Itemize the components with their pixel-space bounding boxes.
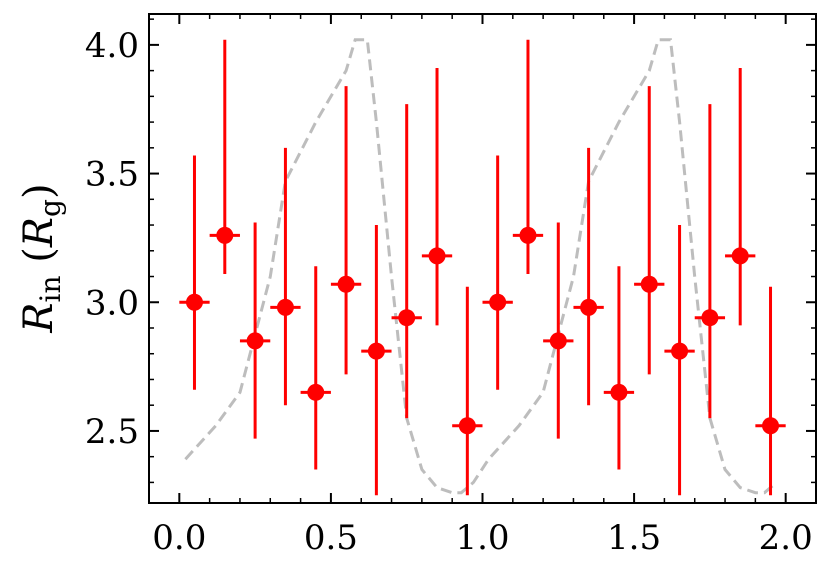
data-point — [367, 342, 385, 360]
data-point — [276, 298, 294, 316]
plot-frame — [148, 13, 817, 504]
model-curve-layer — [184, 38, 778, 495]
ticks — [148, 14, 817, 503]
data-point — [307, 383, 325, 401]
data-point — [185, 293, 203, 311]
tick-labels: 0.0 0.5 1.0 1.5 2.0 2.5 3.0 3.5 4.0 — [85, 26, 813, 558]
data-point — [549, 332, 567, 350]
data-point — [246, 332, 264, 350]
y-axis-label: Rin (Rg) — [16, 183, 67, 333]
data-point — [489, 293, 507, 311]
data-point — [458, 417, 476, 435]
x-tick-label: 0.5 — [304, 518, 358, 558]
x-tick-label: 0.0 — [152, 518, 206, 558]
data-point — [731, 247, 749, 265]
y-tick-label: 2.5 — [85, 412, 139, 452]
y-tick-label: 3.0 — [85, 283, 139, 323]
x-tick-label: 1.0 — [455, 518, 509, 558]
data-point — [580, 298, 598, 316]
x-tick-label: 1.5 — [607, 518, 661, 558]
data-point — [671, 342, 689, 360]
data-point — [398, 309, 416, 327]
data-point — [337, 275, 355, 293]
data-point — [216, 226, 234, 244]
data-point — [610, 383, 628, 401]
data-points-layer — [179, 39, 786, 496]
y-tick-label: 3.5 — [85, 155, 139, 195]
axes — [148, 13, 817, 504]
data-point — [640, 275, 658, 293]
x-tick-label: 2.0 — [759, 518, 813, 558]
data-point — [519, 226, 537, 244]
data-point — [428, 247, 446, 265]
model-curve-line — [184, 38, 778, 495]
data-point — [701, 309, 719, 327]
data-point — [762, 417, 780, 435]
y-tick-label: 4.0 — [85, 26, 139, 66]
